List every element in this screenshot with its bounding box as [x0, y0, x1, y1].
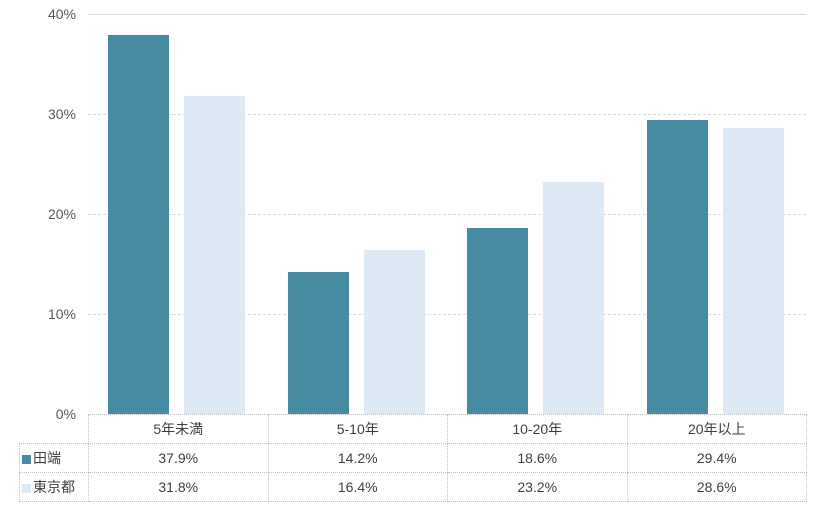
bar-series-1-category-0	[184, 96, 245, 414]
legend-swatch-icon	[22, 455, 31, 464]
y-axis-tick-label: 20%	[47, 206, 76, 222]
y-axis-tick-label: 0%	[55, 406, 76, 422]
y-axis-tick-label: 30%	[47, 106, 76, 122]
series-label-cell: 田端	[19, 443, 89, 473]
bar-series-1-category-3	[722, 128, 784, 414]
bar-series-0-category-1	[287, 272, 349, 414]
y-axis: 0% 10% 20% 30% 40%	[0, 0, 76, 510]
value-cell-series-1-category-3: 28.6%	[626, 472, 807, 502]
value-cell-series-0-category-3: 29.4%	[626, 443, 807, 473]
category-header-row: 5年未満 5-10年 10-20年 20年以上	[20, 414, 807, 444]
bar-series-0-category-3	[646, 120, 708, 414]
value-cell-series-0-category-1: 14.2%	[267, 443, 448, 473]
value-cell-series-1-category-0: 31.8%	[88, 472, 269, 502]
y-axis-tick-label: 40%	[47, 6, 76, 22]
category-header-3: 20年以上	[626, 414, 807, 444]
gridline	[88, 314, 806, 315]
gridline	[88, 114, 806, 115]
value-cell-series-1-category-1: 16.4%	[267, 472, 448, 502]
legend-swatch-icon	[22, 484, 31, 493]
bar-series-0-category-0	[108, 35, 169, 414]
bar-series-1-category-2	[543, 182, 604, 414]
bar-series-0-category-2	[467, 228, 528, 414]
bar-series-1-category-1	[363, 250, 425, 414]
series-name: 東京都	[33, 479, 75, 495]
series-name: 田端	[33, 450, 61, 466]
series-label-cell: 東京都	[19, 472, 89, 502]
value-cell-series-1-category-2: 23.2%	[447, 472, 628, 502]
series-row-0: 田端 37.9% 14.2% 18.6% 29.4%	[19, 443, 807, 473]
category-header-1: 5-10年	[267, 414, 448, 444]
series-row-1: 東京都 31.8% 16.4% 23.2% 28.6%	[19, 472, 807, 502]
category-header-0: 5年未満	[88, 414, 269, 444]
data-table: 5年未満 5-10年 10-20年 20年以上 田端 37.9% 14.2% 18.6% 29…	[19, 414, 807, 502]
gridline	[88, 214, 806, 215]
gridline	[88, 14, 806, 15]
y-axis-tick-label: 10%	[47, 306, 76, 322]
value-cell-series-0-category-0: 37.9%	[88, 443, 269, 473]
table-corner-cell	[20, 415, 89, 444]
category-header-2: 10-20年	[447, 414, 628, 444]
series-rows: 田端 37.9% 14.2% 18.6% 29.4% 東京都 31.8% 16.4% 23.2%…	[19, 443, 807, 502]
value-cell-series-0-category-2: 18.6%	[447, 443, 628, 473]
